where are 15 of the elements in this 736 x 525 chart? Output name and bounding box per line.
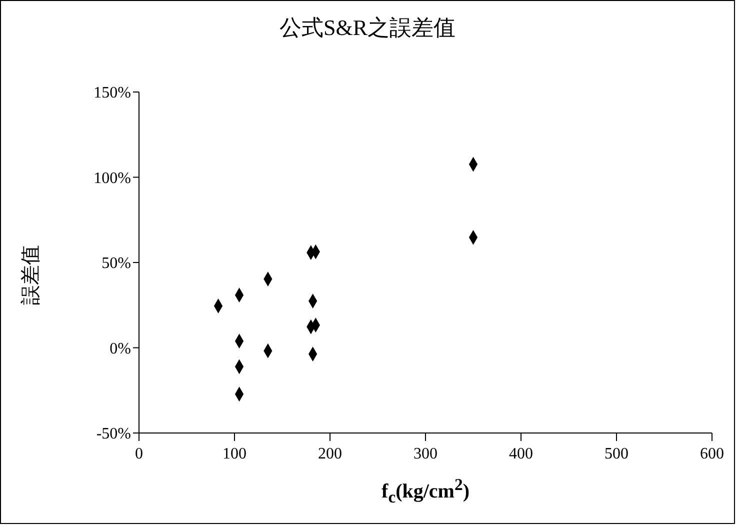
x-axis-title: f$_{c}$(kg/cm$^{2}$) bbox=[380, 475, 470, 508]
y-tick-label: -50% bbox=[96, 426, 131, 443]
x-tick-label: 600 bbox=[700, 445, 724, 462]
y-tick-label: 0% bbox=[110, 340, 131, 358]
x-tick-label: 400 bbox=[509, 445, 533, 462]
y-axis-title: 誤差值 bbox=[19, 245, 43, 305]
x-tick-label: 500 bbox=[604, 445, 628, 462]
x-tick-label: 200 bbox=[318, 445, 342, 462]
y-tick-label: 150% bbox=[94, 84, 131, 102]
x-tick-label: 100 bbox=[222, 445, 246, 462]
chart-title: 公式S&R之誤差值 bbox=[278, 14, 457, 42]
y-tick-label: 50% bbox=[102, 255, 131, 272]
x-tick-label: 0 bbox=[135, 445, 143, 462]
y-tick-label: 100% bbox=[94, 170, 131, 187]
x-tick-label: 300 bbox=[414, 445, 438, 462]
